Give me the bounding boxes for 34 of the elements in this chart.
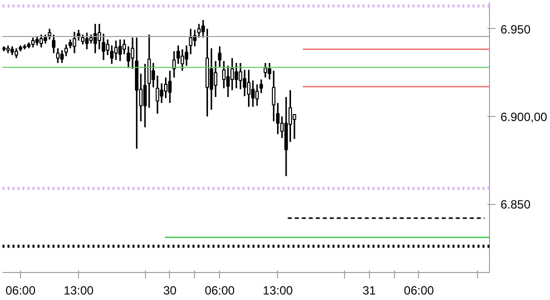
candlestick — [168, 70, 172, 104]
y-tick-label: 6.900,00 — [500, 110, 548, 124]
candlestick — [214, 60, 218, 98]
x-tick-label: 30 — [163, 284, 177, 298]
candlestick — [52, 34, 56, 54]
candlestick — [180, 48, 184, 72]
candlestick — [238, 62, 242, 90]
candlestick — [118, 38, 122, 62]
candlestick — [114, 40, 118, 61]
y-tick-label: 6.950 — [500, 22, 531, 36]
candlestick — [255, 84, 259, 107]
x-tick-label: 13:00 — [262, 284, 294, 298]
candlestick — [164, 76, 168, 99]
candlestick — [234, 62, 238, 89]
candlestick — [39, 34, 43, 48]
candlestick — [247, 69, 251, 108]
x-tick-label: 06:00 — [5, 284, 36, 298]
candlestick — [31, 36, 35, 48]
candlestick — [222, 60, 226, 89]
x-tick-label: 06:00 — [404, 284, 434, 298]
candlestick — [64, 44, 68, 57]
x-tick-label: 13:00 — [64, 284, 94, 298]
candlestick — [56, 48, 60, 64]
candlestick — [14, 48, 18, 59]
x-tick-label: 06:00 — [204, 284, 236, 298]
candlestick — [60, 49, 64, 64]
y-tick-label: 6.850 — [500, 198, 531, 212]
x-tick-label: 31 — [362, 284, 376, 298]
candlestick — [72, 31, 76, 54]
candlestick — [93, 23, 97, 54]
candlestick — [264, 62, 268, 78]
candlestick — [81, 34, 84, 46]
candlestick — [218, 46, 222, 68]
candlestick — [85, 32, 89, 50]
